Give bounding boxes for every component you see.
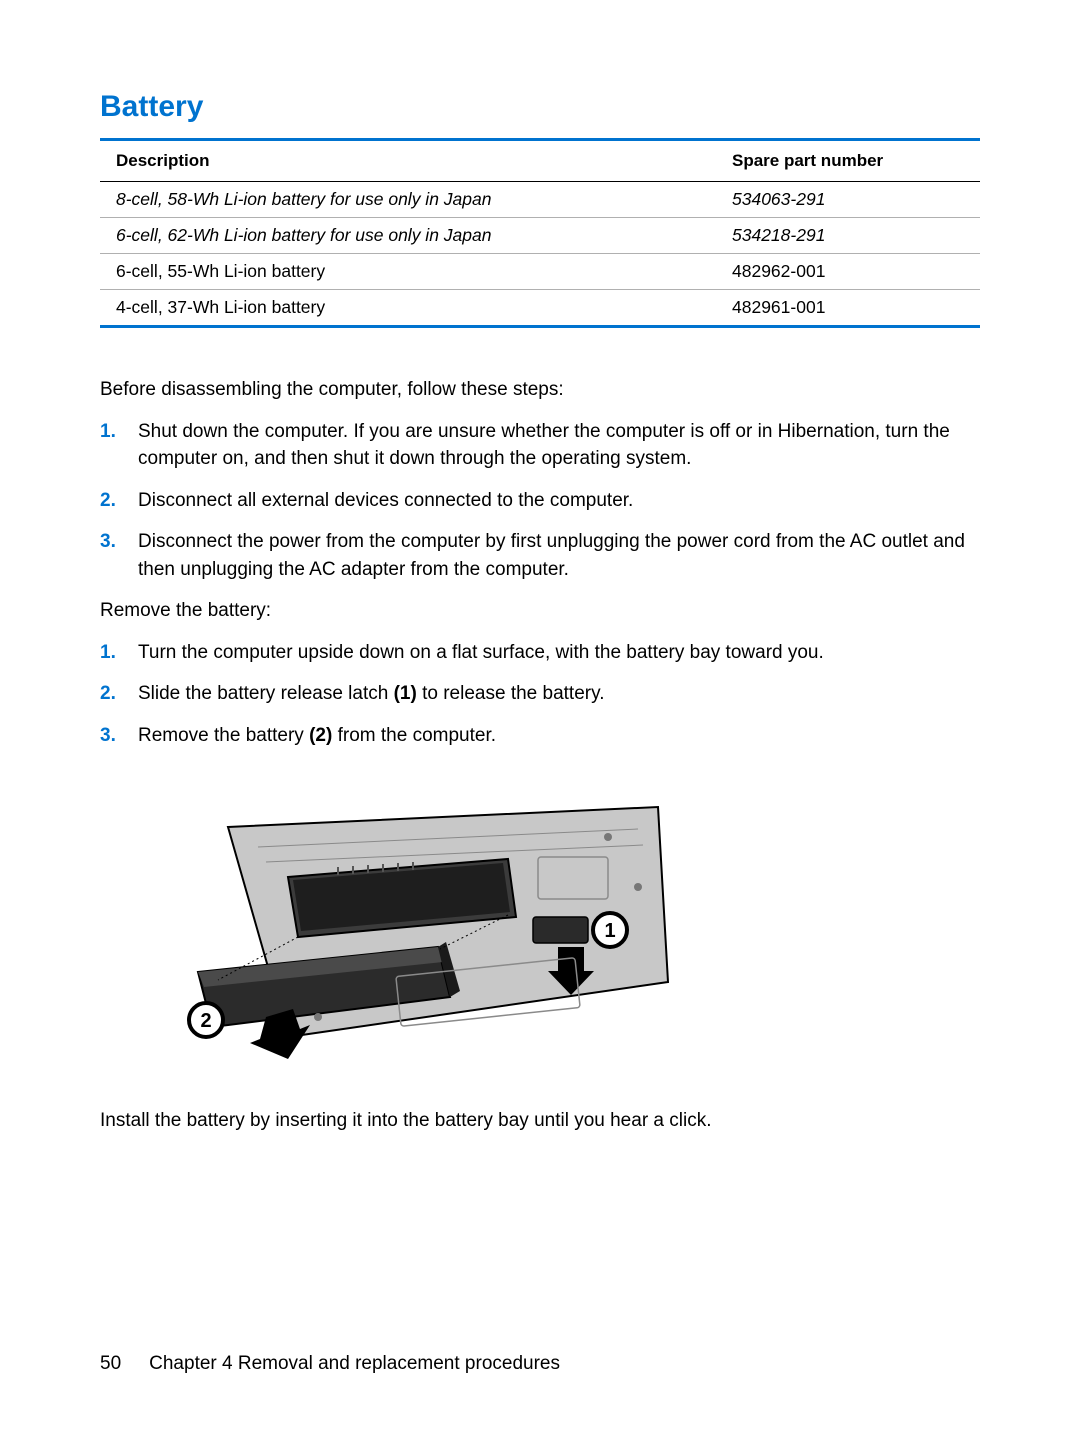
callout-1: 1: [604, 920, 615, 942]
list-text: Disconnect the power from the computer b…: [138, 531, 965, 580]
list-item: 3.Remove the battery (2) from the comput…: [100, 722, 980, 750]
cell-desc: 6-cell, 55-Wh Li-ion battery: [100, 254, 716, 290]
install-text: Install the battery by inserting it into…: [100, 1107, 980, 1135]
list-item: 3.Disconnect the power from the computer…: [100, 528, 980, 583]
list-text-bold: (2): [309, 725, 332, 746]
list-item: 2.Slide the battery release latch (1) to…: [100, 680, 980, 708]
cell-part: 482962-001: [716, 254, 980, 290]
list-text-post: from the computer.: [332, 725, 496, 746]
list-item: 1.Shut down the computer. If you are uns…: [100, 418, 980, 473]
cell-desc: 6-cell, 62-Wh Li-ion battery for use onl…: [100, 218, 716, 254]
th-part-number: Spare part number: [716, 140, 980, 182]
pre-steps-list: 1.Shut down the computer. If you are uns…: [100, 418, 980, 584]
list-text-bold: (1): [394, 683, 417, 704]
cell-desc: 4-cell, 37-Wh Li-ion battery: [100, 290, 716, 327]
list-item: 1.Turn the computer upside down on a fla…: [100, 639, 980, 667]
list-text-pre: Remove the battery: [138, 725, 309, 746]
cell-part: 534063-291: [716, 182, 980, 218]
section-title: Battery: [100, 90, 980, 124]
cell-part: 482961-001: [716, 290, 980, 327]
cell-part: 534218-291: [716, 218, 980, 254]
page-footer: 50 Chapter 4 Removal and replacement proc…: [100, 1353, 560, 1375]
page-number: 50: [100, 1353, 121, 1374]
chapter-label: Chapter 4 Removal and replacement proced…: [149, 1353, 560, 1374]
pre-steps-intro: Before disassembling the computer, follo…: [100, 376, 980, 404]
list-text-post: to release the battery.: [417, 683, 605, 704]
spare-parts-table: Description Spare part number 8-cell, 58…: [100, 138, 980, 328]
table-row: 6-cell, 55-Wh Li-ion battery 482962-001: [100, 254, 980, 290]
th-description: Description: [100, 140, 716, 182]
callout-2: 2: [200, 1010, 211, 1032]
cell-desc: 8-cell, 58-Wh Li-ion battery for use onl…: [100, 182, 716, 218]
list-text: Shut down the computer. If you are unsur…: [138, 421, 950, 470]
list-text-pre: Slide the battery release latch: [138, 683, 394, 704]
battery-removal-figure: 1 2: [138, 767, 678, 1087]
remove-intro: Remove the battery:: [100, 597, 980, 625]
table-row: 4-cell, 37-Wh Li-ion battery 482961-001: [100, 290, 980, 327]
remove-steps-list: 1.Turn the computer upside down on a fla…: [100, 639, 980, 750]
list-text: Disconnect all external devices connecte…: [138, 490, 633, 511]
list-item: 2.Disconnect all external devices connec…: [100, 487, 980, 515]
table-row: 8-cell, 58-Wh Li-ion battery for use onl…: [100, 182, 980, 218]
table-row: 6-cell, 62-Wh Li-ion battery for use onl…: [100, 218, 980, 254]
list-text: Turn the computer upside down on a flat …: [138, 642, 824, 663]
